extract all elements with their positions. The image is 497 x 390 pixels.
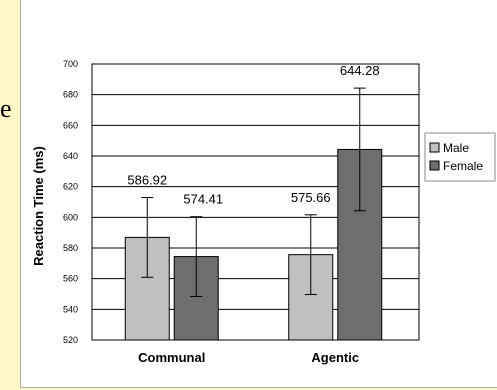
legend-item: Female [429, 159, 483, 173]
chart-frame: 520 540 560 580 600 620 640 660 680 700 Communal A… [20, 0, 497, 388]
legend-swatch [429, 160, 440, 171]
y-tick-label: 640 [63, 151, 78, 161]
legend-label: Male [443, 141, 469, 155]
category-label: Communal [138, 350, 205, 365]
legend-item: Male [429, 141, 469, 155]
bar-chart: 520 540 560 580 600 620 640 660 680 700 Communal A… [31, 59, 496, 365]
y-tick-label: 600 [63, 212, 78, 222]
data-label: 574.41 [183, 192, 223, 207]
category-labels: Communal Agentic [138, 350, 359, 365]
y-tick-labels: 520 540 560 580 600 620 640 660 680 700 [63, 59, 78, 345]
bar [173, 256, 219, 341]
data-labels: 586.92 574.41 575.66 644.28 [127, 63, 379, 207]
error-bar [353, 87, 366, 212]
slide-left-margin: e [0, 0, 20, 390]
y-tick-label: 660 [63, 120, 78, 130]
y-tick-label: 580 [63, 243, 78, 253]
category-label: Agentic [311, 350, 359, 365]
y-tick-label: 700 [63, 59, 78, 69]
y-tick-label: 680 [63, 90, 78, 100]
error-bar [190, 216, 203, 297]
data-label: 575.66 [291, 190, 331, 205]
y-axis-label: Reaction Time (ms) [31, 146, 46, 266]
y-tick-label: 620 [63, 182, 78, 192]
legend-box [424, 132, 496, 182]
partial-slide-text: e [0, 94, 12, 123]
error-bar [304, 214, 317, 296]
bars [124, 148, 383, 341]
error-bars [141, 87, 366, 297]
y-tick-label: 520 [63, 335, 78, 345]
y-tick-label: 540 [63, 304, 78, 314]
legend-swatch [429, 142, 440, 153]
legend: Male Female [424, 132, 496, 182]
y-tick-label: 560 [63, 274, 78, 284]
plot-area [91, 63, 420, 341]
data-label: 586.92 [127, 173, 167, 188]
error-bar [141, 197, 154, 278]
legend-label: Female [443, 159, 483, 173]
data-label: 644.28 [340, 63, 380, 78]
